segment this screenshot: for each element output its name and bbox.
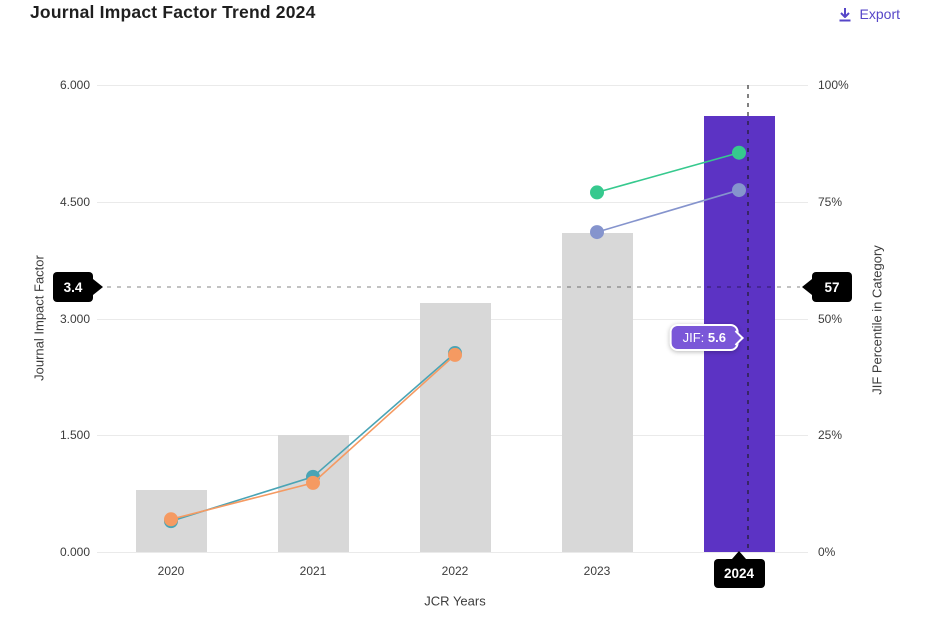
data-point[interactable] bbox=[732, 145, 746, 160]
y-axis-tick-right: 100% bbox=[818, 78, 849, 92]
gridline bbox=[97, 201, 808, 203]
page-title: Journal Impact Factor Trend 2024 bbox=[30, 2, 316, 22]
x-axis-tick: 2023 bbox=[583, 564, 611, 578]
data-point[interactable] bbox=[590, 225, 604, 240]
y-axis-tick-left: 4.500 bbox=[59, 194, 90, 209]
trend-line bbox=[596, 151, 740, 194]
trend-line bbox=[170, 354, 456, 521]
trend-lines-svg bbox=[164, 145, 746, 529]
export-button[interactable]: Export bbox=[834, 4, 904, 24]
x-axis-tick: 2020 bbox=[157, 564, 185, 578]
crosshair-left-value-tag: 3.4 bbox=[53, 272, 93, 303]
y-axis-tick-left: 0.000 bbox=[59, 545, 90, 559]
y-axis-tick-left: 3.000 bbox=[59, 311, 90, 326]
crosshair-right-value-tag: 57 bbox=[812, 272, 852, 303]
right-y-axis-title: JIF Percentile in Category bbox=[869, 245, 885, 395]
jif-tooltip-label: JIF: bbox=[682, 330, 705, 346]
export-button-label: Export bbox=[859, 6, 900, 22]
jif-tooltip-value: 5.6 bbox=[707, 330, 726, 346]
y-axis-tick-left: 1.500 bbox=[59, 428, 90, 443]
y-axis-tick-right: 0% bbox=[818, 545, 836, 559]
gridline bbox=[97, 85, 808, 86]
bar-2023[interactable] bbox=[561, 232, 633, 552]
trend-line bbox=[596, 189, 740, 233]
crosshair-vertical-line bbox=[747, 85, 749, 552]
bar-2022[interactable] bbox=[419, 302, 491, 552]
trend-line bbox=[170, 352, 456, 522]
gridline bbox=[97, 552, 808, 553]
data-point[interactable] bbox=[590, 185, 604, 200]
data-point[interactable] bbox=[448, 347, 462, 362]
x-axis-tick: 2021 bbox=[299, 564, 327, 578]
crosshair-horizontal-line bbox=[107, 286, 800, 289]
data-point[interactable] bbox=[732, 183, 746, 198]
y-axis-tick-left: 6.000 bbox=[59, 78, 90, 92]
data-point[interactable] bbox=[306, 475, 320, 490]
bar-2021[interactable] bbox=[277, 435, 349, 552]
data-point[interactable] bbox=[164, 512, 178, 527]
x-axis-tick: 2022 bbox=[441, 564, 469, 578]
jif-tooltip: JIF: 5.6 bbox=[669, 324, 745, 352]
left-y-axis-title: Journal Impact Factor bbox=[31, 255, 47, 381]
download-icon bbox=[838, 7, 852, 22]
crosshair-year-tag: 2024 bbox=[713, 559, 765, 588]
y-axis-tick-right: 50% bbox=[818, 311, 843, 326]
x-axis-title: JCR Years bbox=[424, 593, 486, 609]
y-axis-tick-right: 25% bbox=[818, 428, 843, 443]
y-axis-tick-right: 75% bbox=[818, 194, 843, 209]
